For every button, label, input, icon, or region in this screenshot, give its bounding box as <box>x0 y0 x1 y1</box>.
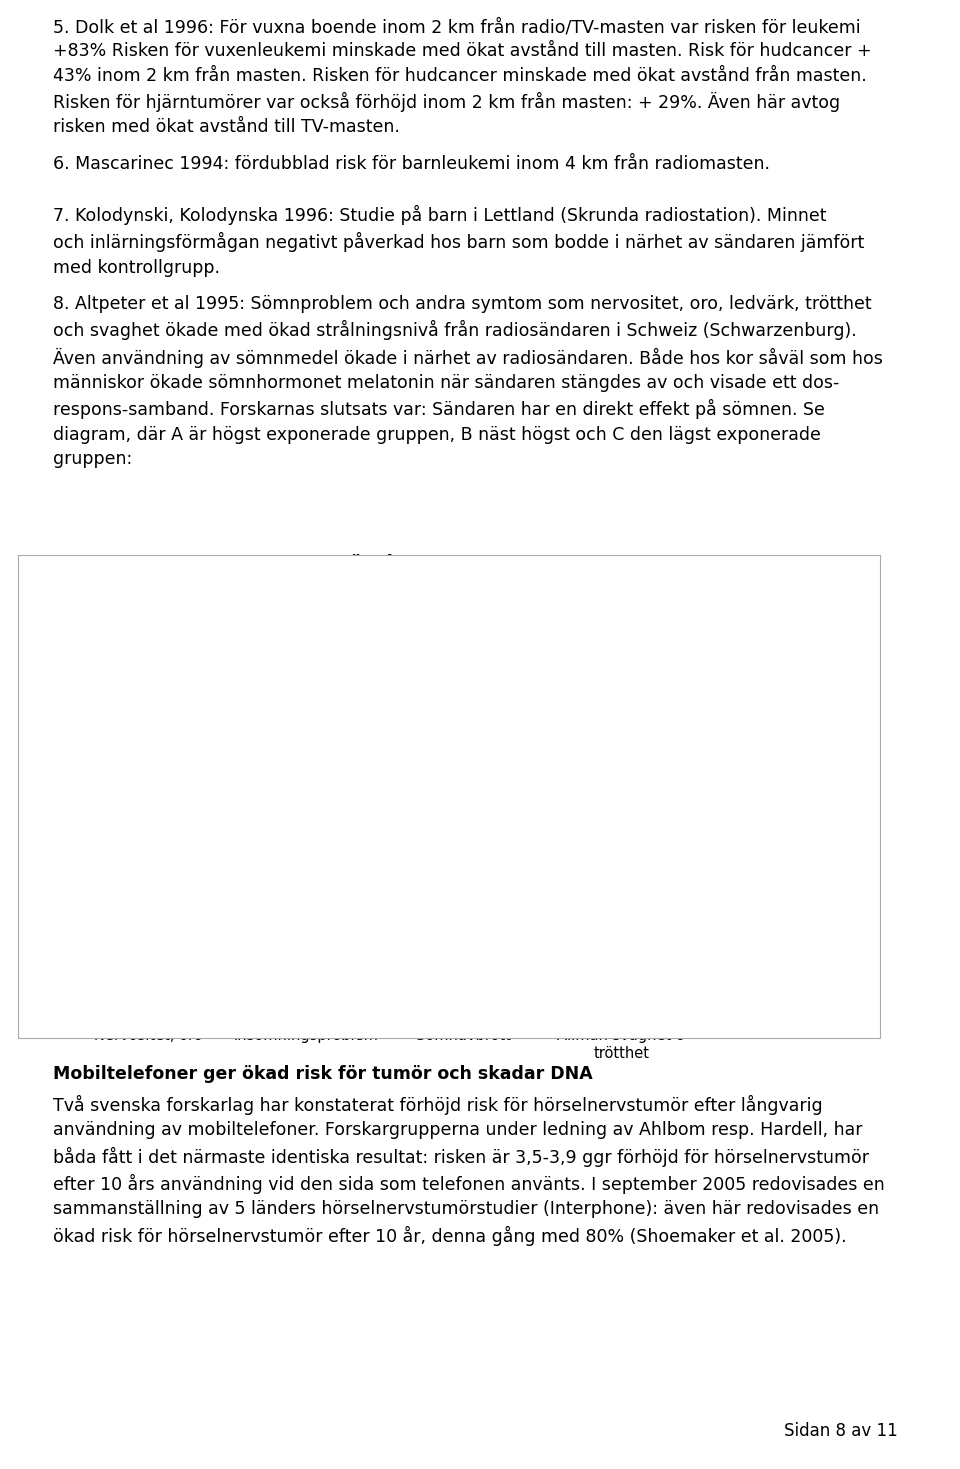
Text: Sidan 8 av 11: Sidan 8 av 11 <box>784 1422 898 1440</box>
Bar <box>409 654 444 1019</box>
Bar <box>641 952 676 1019</box>
Text: 5. Dolk et al 1996: För vuxna boende inom 2 km från radio/TV-masten var risken f: 5. Dolk et al 1996: För vuxna boende ino… <box>53 18 872 137</box>
Bar <box>168 942 204 1019</box>
Title: Störningar: Störningar <box>326 554 444 573</box>
Bar <box>252 761 287 1019</box>
Text: Mobiltelefoner ger ökad risk för tumör och skadar DNA: Mobiltelefoner ger ökad risk för tumör o… <box>53 1065 592 1083</box>
Legend: A, B, C: A, B, C <box>746 751 813 855</box>
Bar <box>94 737 129 1019</box>
Text: 7. Kolodynski, Kolodynska 1996: Studie på barn i Lettland (Skrunda radiostation): 7. Kolodynski, Kolodynska 1996: Studie p… <box>53 206 864 276</box>
Bar <box>484 918 518 1019</box>
Bar <box>567 771 602 1019</box>
Bar <box>132 817 166 1019</box>
Bar <box>446 811 481 1019</box>
Y-axis label: %: % <box>34 814 50 831</box>
Text: Två svenska forskarlag har konstaterat förhöjd risk för hörselnervstumör efter l: Två svenska forskarlag har konstaterat f… <box>53 1094 884 1246</box>
Text: 8. Altpeter et al 1995: Sömnproblem och andra symtom som nervositet, oro, ledvär: 8. Altpeter et al 1995: Sömnproblem och … <box>53 295 882 467</box>
Bar <box>604 873 638 1019</box>
Bar <box>289 823 324 1019</box>
Text: 6. Mascarinec 1994: fördubblad risk för barnleukemi inom 4 km från radiomasten.: 6. Mascarinec 1994: fördubblad risk för … <box>53 156 770 173</box>
Bar <box>326 946 361 1019</box>
